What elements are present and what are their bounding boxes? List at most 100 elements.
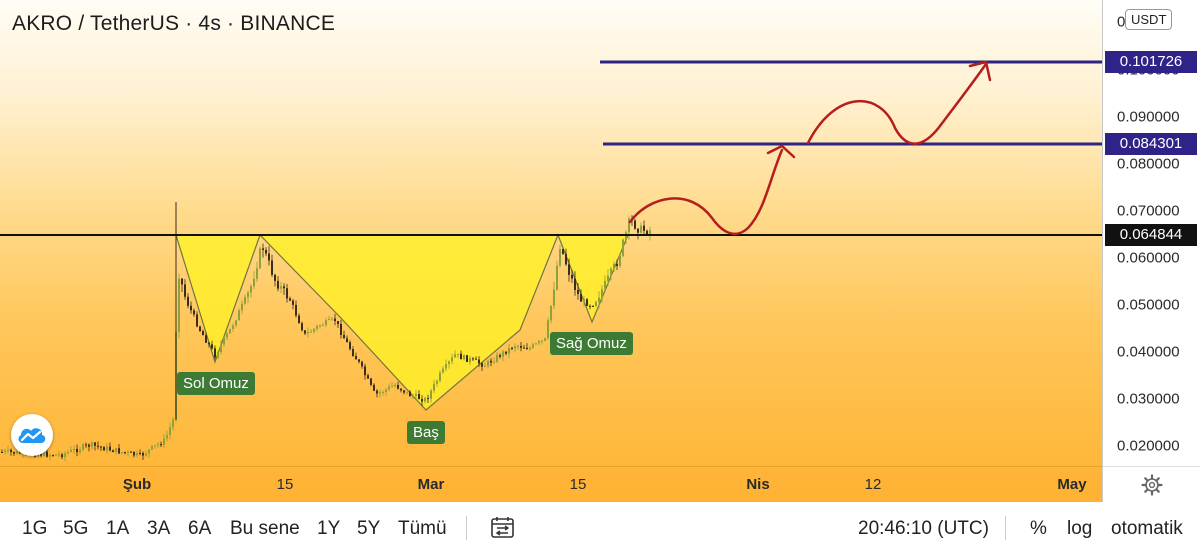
candle-body [613,263,615,269]
price-tick: 0.050000 [1117,296,1180,314]
candle-body [136,452,138,456]
candle-body [616,263,618,266]
toolbar-divider [1005,516,1006,540]
candle-body [391,386,393,388]
candle-body [337,321,339,325]
candle-body [520,345,522,348]
chart-settings-button[interactable] [1102,466,1200,503]
candle-body [331,318,333,320]
candle-body [541,340,543,342]
candle-body [208,342,210,345]
range-1g-button[interactable]: 1G [22,518,48,539]
candle-body [604,280,606,290]
candle-body [502,351,504,357]
candle-body [88,444,90,447]
candle-body [166,434,168,439]
candle-body [13,452,15,454]
candle-body [634,220,636,229]
candle-body [55,454,57,456]
candle-body [247,292,249,298]
pattern-fill [175,233,629,411]
candle-body [253,278,255,287]
candle-body [190,305,192,311]
candle-body [37,454,39,457]
candle-body [376,390,378,394]
range-all-button[interactable]: Tümü [398,518,447,539]
candle-body [469,358,471,362]
utc-clock[interactable]: 20:46:10 (UTC) [858,518,989,539]
price-tick: 0.060000 [1117,249,1180,267]
time-axis[interactable]: Şub 15 Mar 15 Nis 12 May [0,466,1102,503]
candle-body [316,325,318,329]
candle-body [643,225,645,231]
currency-button[interactable]: USDT [1125,9,1173,30]
candle-body [82,444,84,450]
candle-body [67,452,69,454]
candle-body [493,361,495,363]
gear-icon[interactable] [1141,474,1163,496]
range-5g-button[interactable]: 5G [63,518,89,539]
candle-body [274,274,276,281]
candle-body [7,449,9,451]
candle-body [535,343,537,345]
candle-body [10,449,12,453]
compare-range-icon [491,517,514,538]
candle-body [16,451,18,454]
range-1y-button[interactable]: 1Y [317,518,341,539]
candle-body [508,347,510,354]
candle-body [490,360,492,363]
candle-body [406,391,408,393]
projection-path[interactable] [628,62,988,236]
candle-body [649,230,651,235]
candle-body [130,451,132,453]
candle-body [424,398,426,402]
candle-body [127,451,129,453]
price-axis[interactable]: 0.1 0.100000 0.090000 0.080000 0.070000 … [1102,0,1200,466]
candle-body [292,300,294,305]
price-tick: 0.070000 [1117,202,1180,220]
candle-body [220,344,222,352]
candle-body [418,393,420,400]
candle-body [355,356,357,360]
candle-body [505,351,507,354]
chart-area[interactable]: AKRO / TetherUS · 4s · BINANCE Sol Omuz … [0,0,1102,466]
candle-body [637,228,639,233]
candle-body [349,342,351,350]
range-ytd-button[interactable]: Bu sene [230,518,300,539]
candle-body [412,395,414,397]
candle-body [610,268,612,276]
candle-body [199,326,201,332]
range-1a-button[interactable]: 1A [106,518,130,539]
candle-body [241,303,243,311]
candle-body [64,453,66,458]
candle-body [97,445,99,447]
candle-body [259,248,261,269]
candle-body [307,332,309,334]
log-scale-button[interactable]: log [1067,518,1093,539]
candle-body [517,345,519,347]
auto-scale-button[interactable]: otomatik [1111,518,1183,539]
candle-body [439,372,441,381]
candle-body [388,386,390,390]
candle-body [382,392,384,394]
candle-body [523,347,525,349]
percent-scale-button[interactable]: % [1030,518,1047,539]
chart-title: AKRO / TetherUS · 4s · BINANCE [12,12,336,35]
candle-body [46,451,48,457]
candle-body [295,304,297,316]
candle-body [598,297,600,302]
price-chart[interactable] [0,0,1102,466]
candle-body [238,310,240,321]
projection-arrowhead-2 [968,60,992,82]
candle-body [160,444,162,446]
range-6a-button[interactable]: 6A [188,518,212,539]
candle-body [346,338,348,343]
range-5y-button[interactable]: 5Y [357,518,381,539]
range-3a-button[interactable]: 3A [147,518,171,539]
tradingview-cloud-icon[interactable] [11,414,53,456]
candle-body [118,448,120,454]
candle-body [451,357,453,362]
left-shoulder-label: Sol Omuz [177,372,255,395]
candle-body [334,318,336,322]
compare-range-button[interactable] [490,516,516,546]
